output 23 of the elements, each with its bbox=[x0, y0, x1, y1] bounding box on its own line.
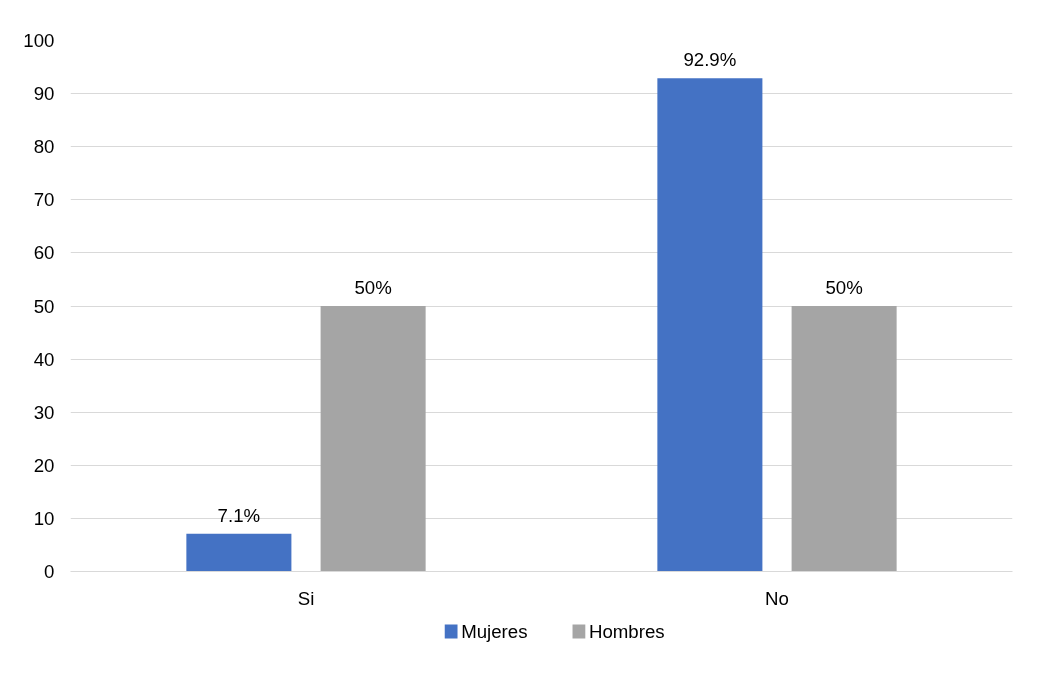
bar bbox=[320, 306, 426, 572]
y-tick-label: 90 bbox=[33, 83, 55, 105]
bar bbox=[186, 533, 292, 572]
y-tick-label: 30 bbox=[33, 401, 55, 423]
y-tick-label: 20 bbox=[33, 454, 55, 476]
y-tick-label: 80 bbox=[33, 136, 55, 158]
y-tick-label: 0 bbox=[44, 561, 55, 582]
legend-label: Mujeres bbox=[461, 621, 528, 642]
data-label: 50% bbox=[354, 277, 392, 298]
y-tick-label: 50 bbox=[33, 295, 55, 317]
y-tick-label: 10 bbox=[33, 507, 55, 529]
bar bbox=[657, 78, 763, 572]
bar bbox=[791, 306, 897, 572]
y-tick-label: 40 bbox=[33, 348, 55, 370]
x-tick-label: Si bbox=[297, 587, 315, 609]
x-tick-label: No bbox=[765, 587, 789, 609]
data-label: 50% bbox=[825, 277, 863, 298]
y-tick-label: 70 bbox=[33, 189, 55, 211]
y-tick-label: 100 bbox=[23, 30, 55, 51]
legend-label: Hombres bbox=[588, 621, 665, 642]
data-label: 92.9% bbox=[683, 49, 737, 71]
y-tick-label: 60 bbox=[33, 242, 55, 264]
data-label: 7.1% bbox=[217, 504, 261, 526]
